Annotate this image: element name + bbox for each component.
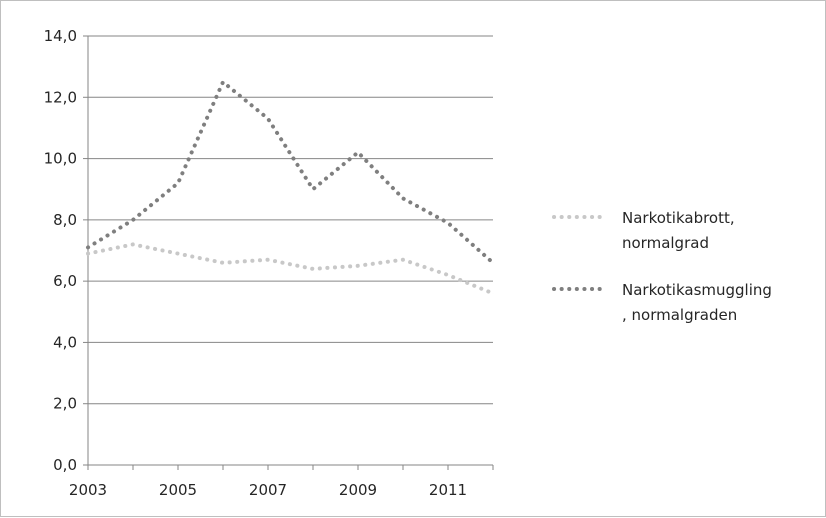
x-tick-label: 2007 xyxy=(249,481,287,499)
y-tick-label: 6,0 xyxy=(53,272,77,290)
y-tick-label: 8,0 xyxy=(53,211,77,229)
x-tick-label: 2003 xyxy=(69,481,107,499)
x-tick-label: 2011 xyxy=(429,481,467,499)
series-lines xyxy=(88,82,493,294)
y-tick-label: 2,0 xyxy=(53,395,77,413)
axes xyxy=(83,36,493,470)
legend-label-1: normalgrad xyxy=(622,234,709,252)
x-axis-ticks: 2003 2005 2007 2009 2011 xyxy=(69,481,467,499)
x-tick-label: 2009 xyxy=(339,481,377,499)
legend-label-2: Narkotikasmuggling xyxy=(622,281,772,299)
y-tick-label: 12,0 xyxy=(44,88,77,106)
series-line-2 xyxy=(88,82,493,263)
y-axis-ticks: 0,0 2,0 4,0 6,0 8,0 10,0 12,0 14,0 xyxy=(44,27,77,474)
legend: Narkotikabrott, normalgrad Narkotikasmuggl… xyxy=(554,209,772,324)
x-tick-label: 2005 xyxy=(159,481,197,499)
y-tick-label: 14,0 xyxy=(44,27,77,45)
y-tick-label: 4,0 xyxy=(53,333,77,351)
y-tick-label: 0,0 xyxy=(53,456,77,474)
gridlines xyxy=(88,36,493,404)
y-tick-label: 10,0 xyxy=(44,150,77,168)
legend-label-2: , normalgraden xyxy=(622,306,737,324)
legend-label-1: Narkotikabrott, xyxy=(622,209,735,227)
series-line-1 xyxy=(88,244,493,293)
